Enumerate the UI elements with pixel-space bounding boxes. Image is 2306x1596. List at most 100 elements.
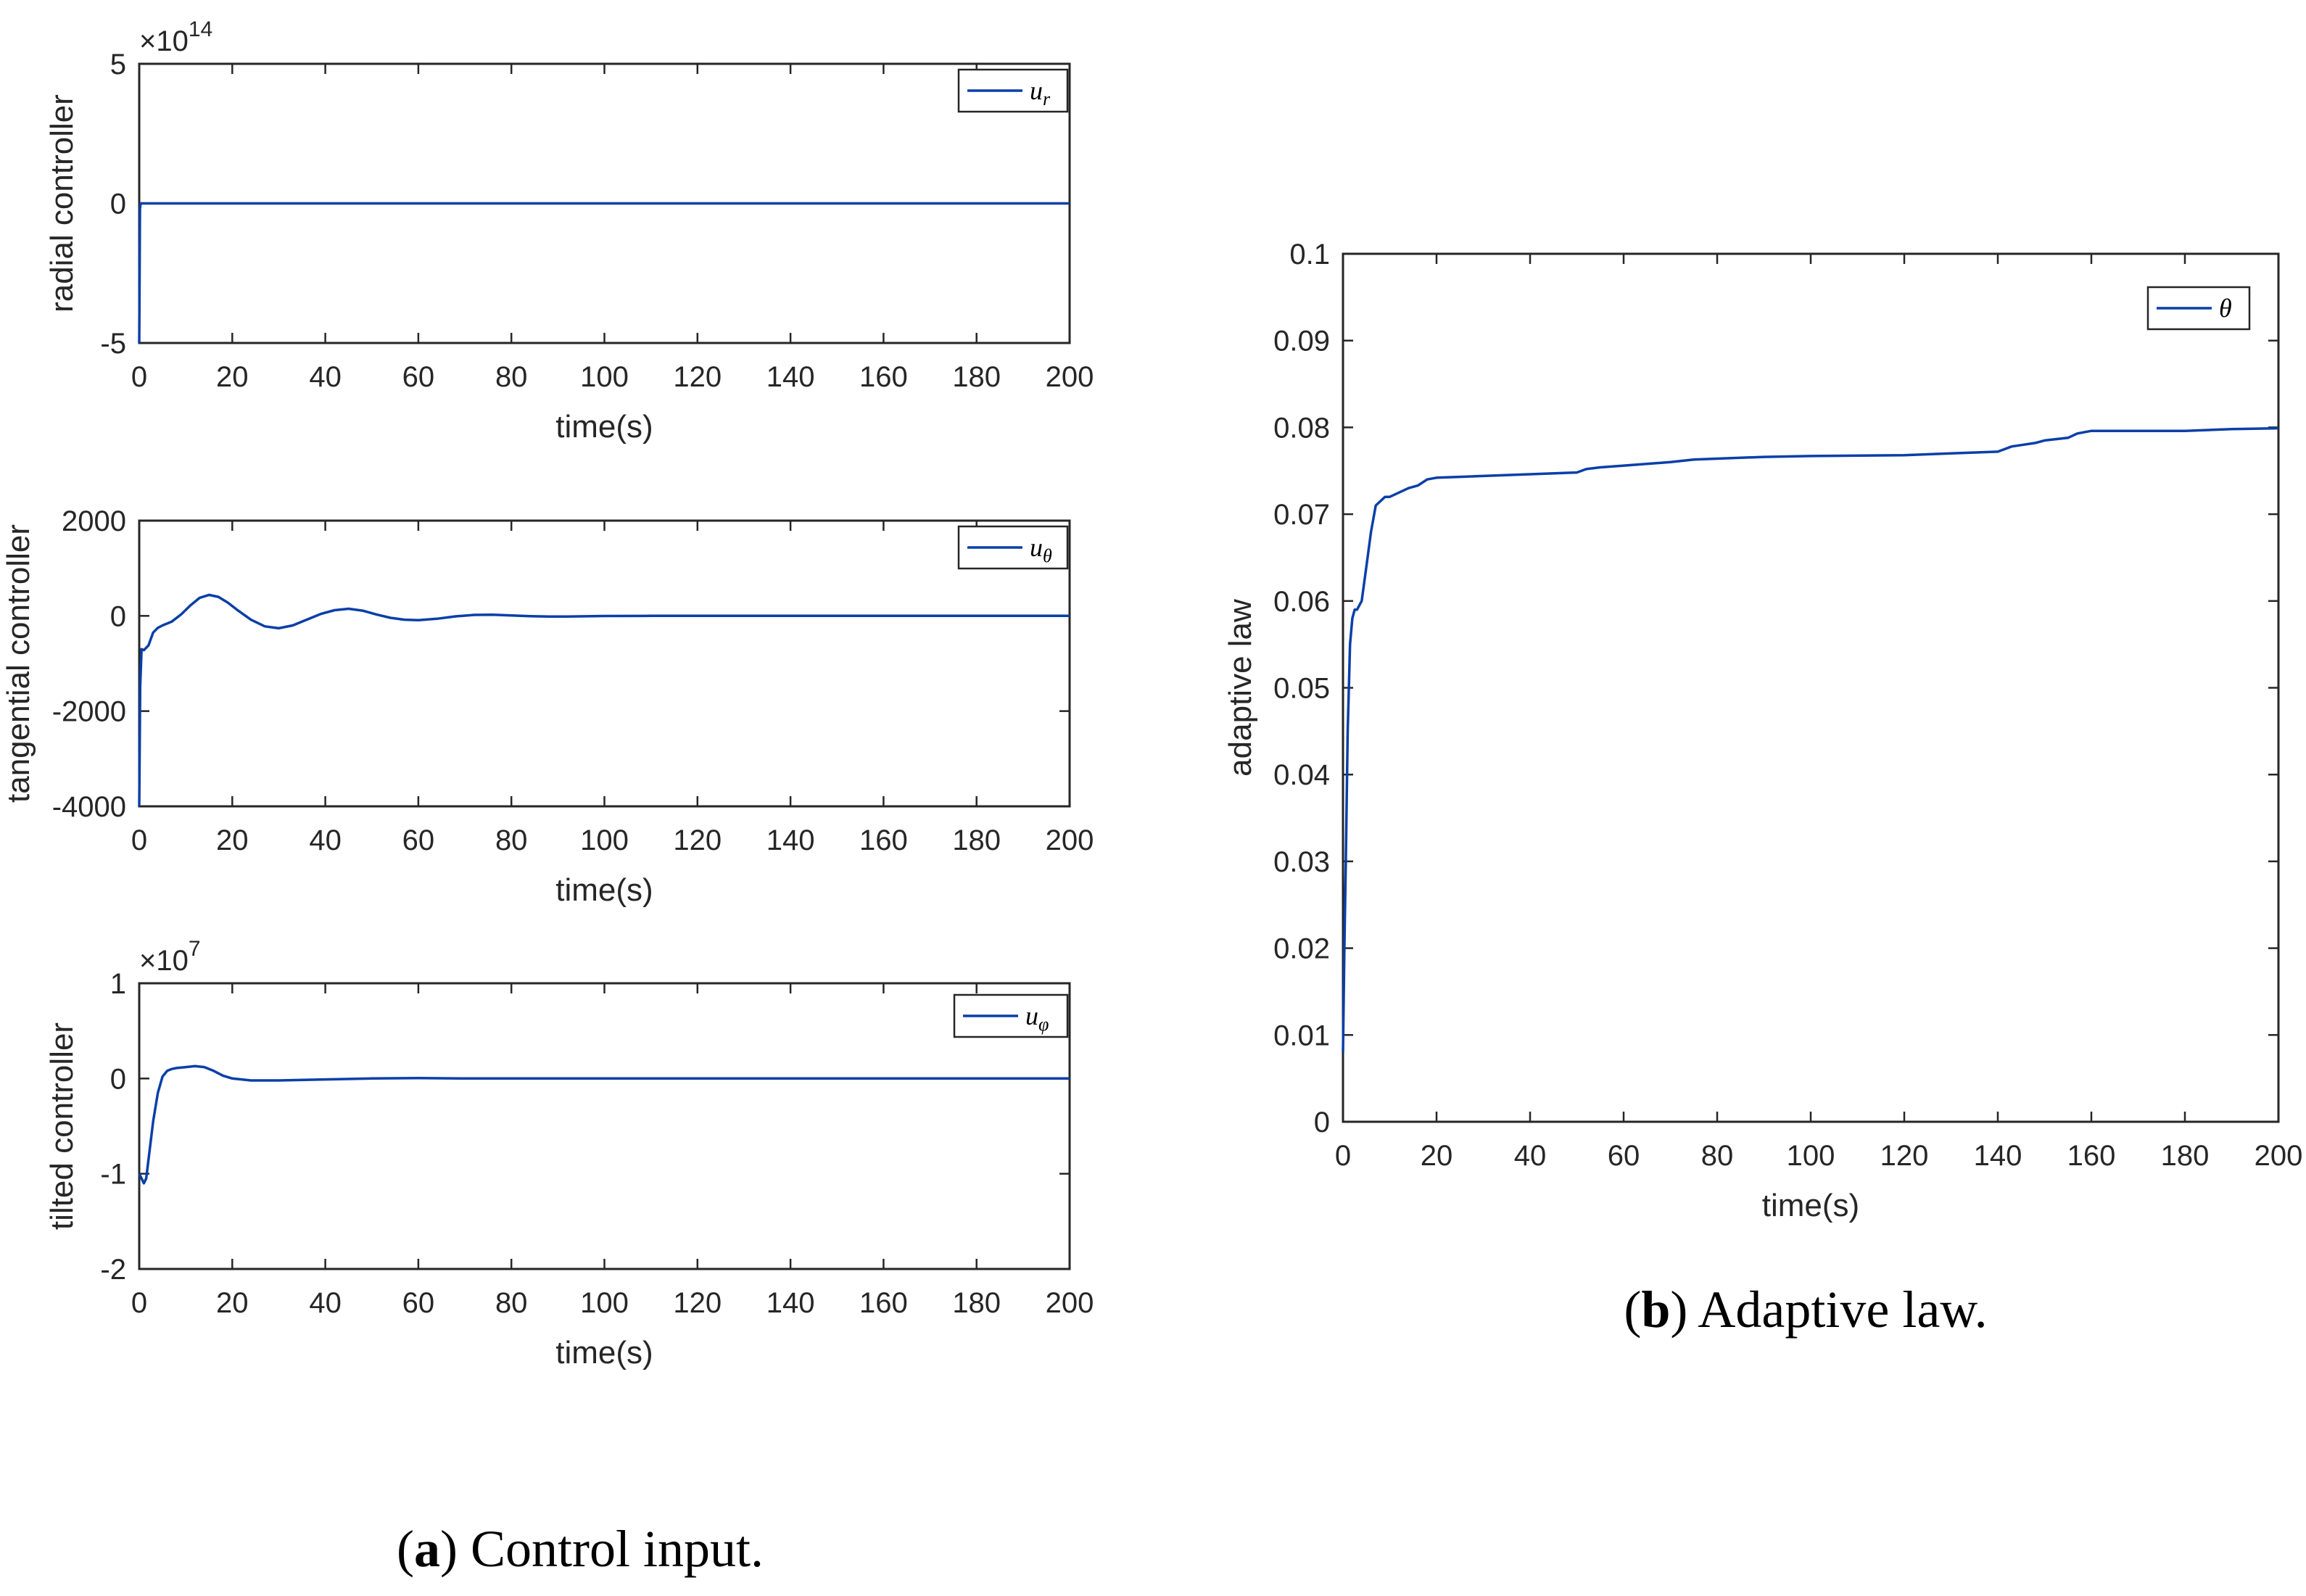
adaptive-law-chart: 0 20 40 60 80 100 120 140 160 180 200 0 0.01 0.02 0.03… bbox=[1223, 239, 2302, 1223]
x-axis-label: time(s) bbox=[555, 1335, 653, 1370]
y-tick-label: 0 bbox=[110, 600, 126, 632]
x-tick-label: 20 bbox=[216, 1287, 249, 1319]
x-tick-label: 20 bbox=[216, 824, 249, 856]
y-tick-label: -4000 bbox=[52, 791, 126, 823]
series-line-u_r bbox=[138, 202, 1070, 344]
y-tick-label: 0 bbox=[1314, 1107, 1330, 1138]
x-axis-label: time(s) bbox=[555, 872, 653, 908]
axis-exponent-base: ×10 bbox=[139, 945, 189, 977]
y-tick-label: -2 bbox=[100, 1254, 126, 1286]
y-tick-label: 0.06 bbox=[1273, 586, 1330, 618]
legend-label: ur bbox=[1030, 76, 1051, 109]
series-line-theta bbox=[1342, 426, 2279, 1053]
x-tick-label: 80 bbox=[495, 1287, 528, 1319]
caption-b-text: Adaptive law. bbox=[1687, 1281, 1987, 1339]
x-tick-label: 60 bbox=[402, 1287, 435, 1319]
legend-main: u bbox=[1030, 533, 1043, 562]
x-tick-label: 140 bbox=[766, 824, 815, 856]
legend-main: θ bbox=[2219, 294, 2232, 323]
legend-main: u bbox=[1025, 1001, 1038, 1030]
x-tick-label: 140 bbox=[766, 361, 815, 393]
x-tick-label: 60 bbox=[402, 361, 435, 393]
legend-label: uφ bbox=[1025, 1001, 1049, 1035]
legend: ur bbox=[957, 68, 1069, 113]
x-tick-label: 60 bbox=[402, 824, 435, 856]
x-tick-label: 120 bbox=[673, 1287, 722, 1319]
x-tick-label: 160 bbox=[859, 361, 908, 393]
x-tick-label: 80 bbox=[1701, 1140, 1734, 1172]
y-tick-label: 1 bbox=[110, 968, 126, 1000]
x-tick-label: 160 bbox=[859, 1287, 908, 1319]
x-tick-label: 140 bbox=[1974, 1140, 2022, 1172]
x-tick-label: 160 bbox=[2067, 1140, 2116, 1172]
x-tick-label: 200 bbox=[1046, 361, 1094, 393]
x-tick-label: 180 bbox=[952, 361, 1001, 393]
x-tick-label: 0 bbox=[131, 361, 147, 393]
y-tick-label: 0.02 bbox=[1273, 933, 1330, 965]
x-axis-label: time(s) bbox=[555, 409, 653, 445]
x-tick-label: 180 bbox=[952, 1287, 1001, 1319]
legend: uθ bbox=[957, 525, 1069, 570]
legend-subscript: r bbox=[1043, 88, 1051, 109]
x-tick-label: 120 bbox=[673, 361, 722, 393]
legend-main: u bbox=[1030, 76, 1043, 105]
tangential-controller-chart: 0 20 40 60 80 100 120 140 160 180 200 -4000 -2000 0 20… bbox=[1, 505, 1094, 908]
x-tick-label: 80 bbox=[495, 824, 528, 856]
x-tick-label: 100 bbox=[580, 824, 629, 856]
x-tick-label: 160 bbox=[859, 824, 908, 856]
y-tick-label: 0.05 bbox=[1273, 673, 1330, 705]
y-tick-label: -2000 bbox=[52, 696, 126, 728]
plot-frame bbox=[138, 519, 1071, 808]
legend-subscript: φ bbox=[1038, 1014, 1049, 1035]
series-line-u_theta bbox=[138, 593, 1070, 807]
y-tick-label: 5 bbox=[110, 49, 126, 80]
y-tick-label: 0.04 bbox=[1273, 759, 1330, 791]
caption-b: (b) Adaptive law. bbox=[1624, 1281, 1987, 1339]
y-tick-label: 0 bbox=[110, 189, 126, 220]
y-axis-label: adaptive law bbox=[1223, 599, 1258, 777]
x-tick-label: 200 bbox=[1046, 1287, 1094, 1319]
caption-b-letter: b bbox=[1641, 1281, 1670, 1339]
x-tick-label: 40 bbox=[309, 1287, 342, 1319]
x-tick-label: 140 bbox=[766, 1287, 815, 1319]
axis-exponent-power: 14 bbox=[189, 17, 212, 41]
legend-subscript: θ bbox=[1043, 545, 1052, 566]
x-tick-label: 20 bbox=[1421, 1140, 1453, 1172]
y-tick-label: 2000 bbox=[62, 505, 126, 537]
axis-exponent: ×1014 bbox=[139, 17, 212, 57]
legend: θ bbox=[2146, 286, 2251, 331]
y-tick-label: 0.1 bbox=[1289, 239, 1330, 270]
x-tick-label: 100 bbox=[580, 1287, 629, 1319]
x-tick-label: 40 bbox=[309, 361, 342, 393]
y-tick-label: 0.09 bbox=[1273, 326, 1330, 357]
legend: uφ bbox=[953, 993, 1069, 1038]
x-tick-label: 180 bbox=[2161, 1140, 2210, 1172]
x-tick-label: 0 bbox=[1335, 1140, 1351, 1172]
x-tick-label: 20 bbox=[216, 361, 249, 393]
axis-exponent-power: 7 bbox=[189, 937, 201, 961]
y-tick-label: 0.01 bbox=[1273, 1020, 1330, 1051]
x-tick-label: 40 bbox=[309, 824, 342, 856]
x-tick-label: 40 bbox=[1514, 1140, 1547, 1172]
y-tick-label: 0.03 bbox=[1273, 846, 1330, 878]
y-tick-label: 0 bbox=[110, 1063, 126, 1095]
y-axis-label: radial controller bbox=[44, 94, 80, 313]
caption-a: (a) Control input. bbox=[397, 1520, 764, 1578]
radial-controller-chart: 0 20 40 60 80 100 120 140 160 180 200-505time(s)ra… bbox=[44, 17, 1094, 445]
y-tick-label: -5 bbox=[100, 328, 126, 360]
caption-a-text: Control input. bbox=[458, 1520, 764, 1578]
y-axis-label: tilted controller bbox=[44, 1022, 80, 1230]
y-axis-label: tangential controller bbox=[1, 524, 36, 803]
x-tick-label: 200 bbox=[2255, 1140, 2303, 1172]
x-axis-label: time(s) bbox=[1762, 1188, 1859, 1223]
legend-label: θ bbox=[2219, 294, 2232, 323]
series-line-u_phi bbox=[138, 1064, 1070, 1185]
x-tick-label: 0 bbox=[131, 824, 147, 856]
plot-frame bbox=[138, 982, 1071, 1270]
x-tick-label: 80 bbox=[495, 361, 528, 393]
x-tick-label: 180 bbox=[952, 824, 1001, 856]
x-tick-label: 100 bbox=[1787, 1140, 1835, 1172]
y-tick-label: 0.08 bbox=[1273, 412, 1330, 444]
x-tick-label: 60 bbox=[1608, 1140, 1640, 1172]
